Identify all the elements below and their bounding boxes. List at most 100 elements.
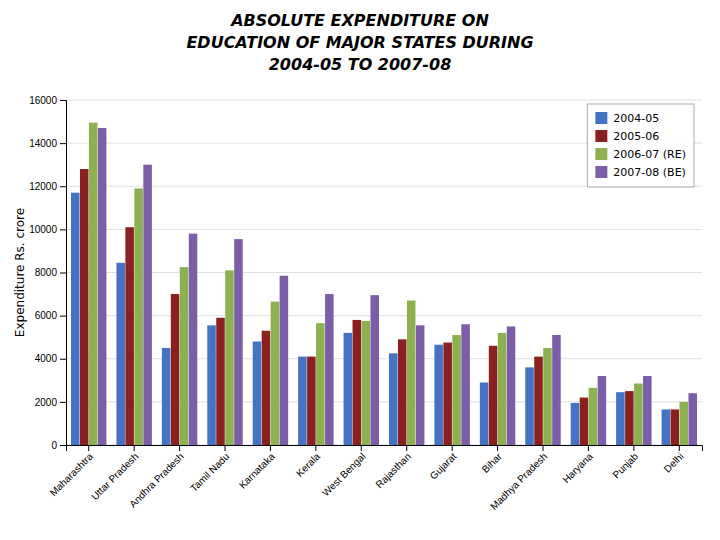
y-axis: 0200040006000800010000120001400016000 <box>29 95 66 451</box>
bar <box>389 353 398 445</box>
tick-label: 8000 <box>35 267 58 278</box>
title: EDUCATION OF MAJOR STATES DURING <box>186 33 533 52</box>
tick-label: 0 <box>51 440 57 451</box>
bar <box>171 294 180 445</box>
legend: 2004-052005-062006-07 (RE)2007-08 (BE) <box>587 104 694 187</box>
x-axis: MaharashtraUttar PradeshAndhra PradeshTa… <box>48 445 703 512</box>
tick-label: Haryana <box>560 450 595 485</box>
tick-mark <box>60 100 66 101</box>
bar <box>80 169 89 445</box>
bar <box>498 333 507 445</box>
bar <box>398 339 407 445</box>
bar <box>589 388 598 445</box>
bar <box>571 403 580 445</box>
tick-mark <box>60 229 66 230</box>
bar <box>180 267 189 445</box>
bar <box>461 324 470 445</box>
bar <box>662 409 671 445</box>
tick-mark <box>60 186 66 187</box>
tick: Tamil Nadu <box>188 445 231 494</box>
tick-mark <box>60 359 66 360</box>
tick-label: 2000 <box>35 397 58 408</box>
bar <box>280 276 289 445</box>
bar <box>189 234 198 445</box>
bar <box>525 367 534 445</box>
bar <box>680 402 689 445</box>
bar <box>480 382 489 445</box>
tick-label: Uttar Pradesh <box>89 451 140 502</box>
tick: 12000 <box>29 181 66 192</box>
tick-mark <box>497 445 498 451</box>
grid-line <box>66 229 702 230</box>
tick-label: Tamil Nadu <box>188 451 231 494</box>
grid-line <box>66 100 702 101</box>
tick-label: 12000 <box>29 181 57 192</box>
tick-mark <box>588 445 589 451</box>
legend-frame <box>587 104 694 187</box>
bar <box>71 193 80 445</box>
tick: West Bengal <box>320 445 368 498</box>
bar <box>407 301 416 445</box>
legend-swatch <box>595 166 607 178</box>
bar <box>625 391 634 445</box>
legend-swatch <box>595 130 607 142</box>
tick-mark <box>452 445 453 451</box>
tick-mark <box>315 445 316 451</box>
tick: 6000 <box>35 310 66 321</box>
bar <box>89 123 98 445</box>
bar <box>370 295 379 445</box>
bar <box>325 294 334 445</box>
tick: 8000 <box>35 267 66 278</box>
legend-label: 2004-05 <box>613 112 659 125</box>
tick-mark <box>134 445 135 451</box>
grid-line <box>66 315 702 316</box>
chart: ABSOLUTE EXPENDITURE ON EDUCATION OF MAJO… <box>0 0 720 540</box>
tick-mark <box>60 143 66 144</box>
tick: Haryana <box>560 445 595 485</box>
tick: Punjab <box>610 445 640 480</box>
bar <box>580 398 589 445</box>
tick-label: Maharashtra <box>48 450 96 498</box>
tick-mark <box>60 316 66 317</box>
tick-label: Karnataka <box>237 450 277 490</box>
bar <box>634 384 643 445</box>
tick: 4000 <box>35 353 66 364</box>
bar <box>443 343 452 445</box>
grid <box>66 100 702 445</box>
tick-label: Bihar <box>480 450 505 475</box>
tick: Kerala <box>294 445 323 479</box>
tick-mark <box>225 445 226 451</box>
bar <box>125 227 134 445</box>
bar <box>543 348 552 445</box>
bar <box>316 323 325 445</box>
tick-mark <box>633 445 634 451</box>
legend-swatch <box>595 148 607 160</box>
tick-mark <box>88 445 89 451</box>
tick-label: 4000 <box>35 353 58 364</box>
legend-label: 2007-08 (BE) <box>613 166 686 179</box>
grid-line <box>66 272 702 273</box>
tick: Rajasthan <box>373 445 413 490</box>
tick: 14000 <box>29 138 66 149</box>
tick-label: Madhya Pradesh <box>488 451 549 512</box>
grid-line <box>66 401 702 402</box>
tick: Uttar Pradesh <box>89 445 140 502</box>
bar <box>552 335 561 445</box>
bar <box>598 376 607 445</box>
title: ABSOLUTE EXPENDITURE ON <box>229 11 489 30</box>
bar <box>143 165 152 445</box>
tick-label: 14000 <box>29 138 57 149</box>
bar <box>353 320 362 445</box>
legend-label: 2006-07 (RE) <box>613 148 686 161</box>
bar <box>507 326 516 445</box>
bar <box>216 318 225 445</box>
tick-label: 16000 <box>29 95 57 106</box>
bar <box>534 357 543 445</box>
tick-label: 6000 <box>35 310 58 321</box>
tick-mark <box>543 445 544 451</box>
title: 2004-05 TO 2007-08 <box>269 55 452 74</box>
tick-mark <box>406 445 407 451</box>
bar <box>489 346 498 445</box>
bar <box>643 376 652 445</box>
axis-domain <box>67 446 703 452</box>
